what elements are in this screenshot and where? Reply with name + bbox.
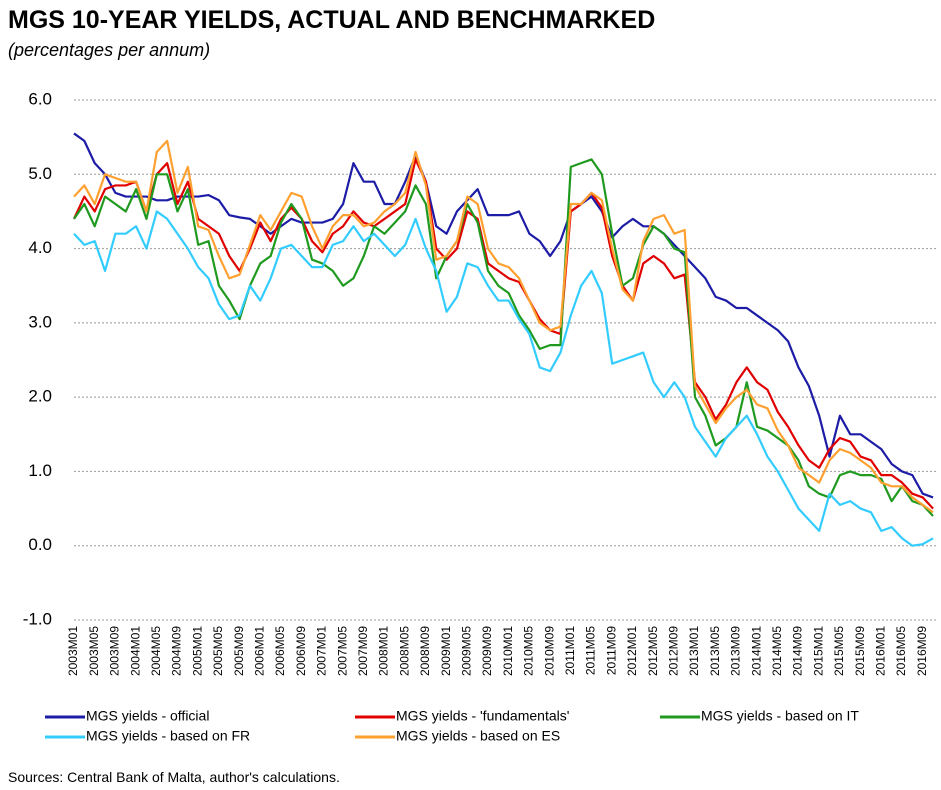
chart-subtitle: (percentages per annum) — [8, 40, 210, 60]
x-tick-label: 2011M05 — [584, 626, 598, 675]
x-tick-label: 2011M09 — [604, 626, 618, 675]
series-line — [73, 158, 934, 510]
x-tick-label: 2015M01 — [811, 626, 825, 676]
x-tick-label: 2010M09 — [542, 626, 556, 676]
y-tick-label: 3.0 — [28, 312, 52, 331]
x-tick-label: 2005M05 — [211, 626, 225, 676]
legend-label: MGS yields - based on FR — [86, 728, 250, 744]
x-tick-label: 2005M01 — [190, 626, 204, 676]
chart-title: MGS 10-YEAR YIELDS, ACTUAL AND BENCHMARK… — [8, 6, 655, 34]
series-line — [73, 132, 934, 499]
x-tick-label: 2013M09 — [729, 626, 743, 676]
y-tick-label: 6.0 — [28, 89, 52, 108]
x-tick-label: 2008M01 — [377, 626, 391, 676]
x-tick-label: 2011M01 — [563, 626, 577, 675]
y-tick-label: 5.0 — [28, 164, 52, 183]
x-tick-label: 2007M09 — [356, 626, 370, 676]
x-tick-label: 2007M01 — [315, 626, 329, 676]
x-tick-label: 2004M09 — [170, 626, 184, 676]
x-tick-label: 2005M09 — [232, 626, 246, 676]
x-tick-label: 2015M05 — [832, 626, 846, 676]
x-tick-label: 2003M01 — [66, 626, 80, 676]
legend-label: MGS yields - based on IT — [701, 708, 859, 724]
y-tick-label: 0.0 — [28, 535, 52, 554]
x-tick-label: 2008M05 — [397, 626, 411, 676]
x-tick-label: 2016M01 — [873, 626, 887, 676]
y-tick-label: 4.0 — [28, 238, 52, 257]
y-tick-label: -1.0 — [23, 609, 52, 628]
source-note: Sources: Central Bank of Malta, author's… — [8, 769, 340, 785]
x-tick-label: 2006M05 — [273, 626, 287, 676]
legend-label: MGS yields - 'fundamentals' — [396, 708, 569, 724]
x-tick-label: 2015M09 — [853, 626, 867, 676]
series-line — [73, 158, 934, 517]
x-tick-label: 2014M09 — [791, 626, 805, 676]
x-tick-label: 2016M09 — [915, 626, 929, 676]
x-tick-label: 2012M01 — [625, 626, 639, 676]
x-tick-label: 2004M05 — [149, 626, 163, 676]
x-tick-label: 2003M09 — [108, 626, 122, 676]
series-line — [73, 139, 934, 514]
x-tick-label: 2003M05 — [87, 626, 101, 676]
x-tick-label: 2012M05 — [646, 626, 660, 676]
x-tick-label: 2007M05 — [335, 626, 349, 676]
x-tick-label: 2014M01 — [749, 626, 763, 676]
legend-label: MGS yields - official — [86, 708, 209, 724]
x-tick-label: 2006M01 — [252, 626, 266, 676]
x-tick-label: 2014M05 — [770, 626, 784, 676]
x-tick-label: 2009M01 — [439, 626, 453, 676]
x-tick-label: 2016M05 — [894, 626, 908, 676]
x-tick-label: 2008M09 — [418, 626, 432, 676]
x-tick-label: 2012M09 — [666, 626, 680, 676]
legend-label: MGS yields - based on ES — [396, 728, 560, 744]
x-tick-label: 2013M01 — [687, 626, 701, 676]
series-line — [73, 210, 934, 547]
x-tick-label: 2009M09 — [480, 626, 494, 676]
x-tick-label: 2013M05 — [708, 626, 722, 676]
x-tick-label: 2010M05 — [522, 626, 536, 676]
x-tick-label: 2009M05 — [459, 626, 473, 676]
x-tick-label: 2006M09 — [294, 626, 308, 676]
y-tick-label: 2.0 — [28, 387, 52, 406]
x-tick-label: 2010M01 — [501, 626, 515, 676]
x-tick-label: 2004M01 — [128, 626, 142, 676]
y-tick-label: 1.0 — [28, 461, 52, 480]
